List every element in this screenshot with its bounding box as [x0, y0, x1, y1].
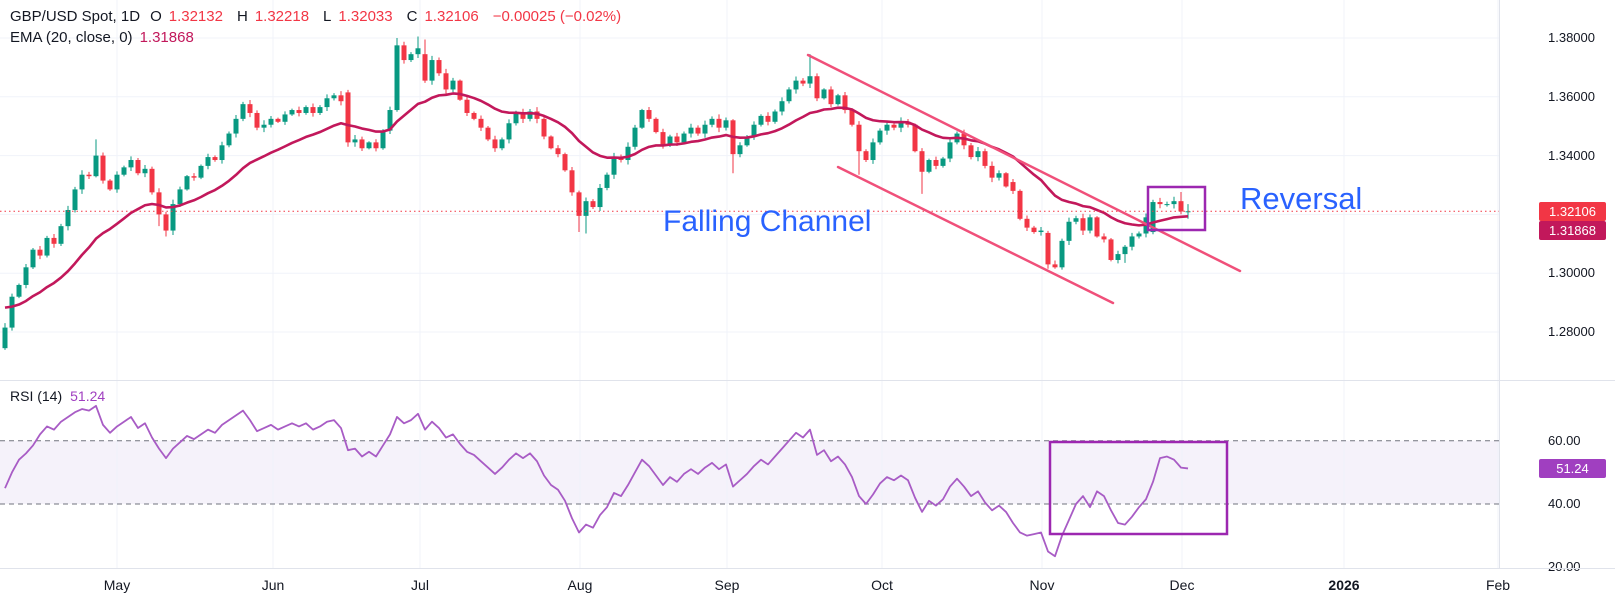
time-axis-label: Jul	[411, 577, 429, 593]
price-grid-layer	[0, 0, 1499, 380]
time-axis[interactable]: May Jun Jul Aug Sep Oct Nov Dec 2026 Feb	[0, 569, 1615, 611]
time-axis-label: Feb	[1485, 577, 1511, 593]
rsi-axis-label: 20.00	[1548, 559, 1581, 575]
price-axis-label: 1.36000	[1548, 88, 1595, 104]
reversal-annotation[interactable]: Reversal	[1240, 181, 1363, 216]
ohlc-high: H 1.32218	[236, 8, 310, 25]
time-axis-label: Nov	[1029, 577, 1055, 593]
rsi-axis-label: 40.00	[1548, 496, 1581, 511]
reversal-box-rsi[interactable]	[1048, 440, 1229, 536]
rsi-indicator-value: 51.24	[70, 388, 106, 404]
price-chart-panel[interactable]	[0, 0, 1499, 380]
time-axis-label: Aug	[567, 577, 593, 593]
time-axis-label: Sep	[714, 577, 740, 593]
ema-indicator-label: EMA (20, close, 0)	[10, 29, 133, 46]
ohlc-open: O 1.32132	[150, 8, 223, 25]
rsi-value-badge: 51.24	[1539, 458, 1606, 478]
rsi-canvas[interactable]	[0, 380, 1499, 568]
rsi-legend: RSI (14) 51.24	[10, 388, 105, 404]
rsi-line[interactable]	[4, 404, 1189, 558]
price-chart-canvas[interactable]	[0, 0, 1499, 380]
time-axis-label: May	[103, 577, 131, 593]
price-axis-label: 1.30000	[1548, 265, 1595, 281]
channel-line-upper[interactable]	[806, 53, 1242, 273]
ema-value-badge: 1.31868	[1539, 221, 1606, 241]
price-axis-label: 1.38000	[1548, 30, 1595, 45]
panel-separator[interactable]	[0, 380, 1615, 381]
price-axis-label: 1.28000	[1548, 324, 1595, 339]
time-axis-label: Jun	[261, 577, 285, 593]
price-axis-label: 1.34000	[1548, 147, 1595, 163]
ema-indicator-value: 1.31868	[139, 29, 194, 46]
price-axis-border	[1499, 0, 1500, 568]
candles-layer	[2, 36, 1191, 350]
symbol-legend: GBP/USD Spot, 1D O 1.32132 H 1.32218 L 1.32033…	[10, 6, 635, 48]
rsi-axis-label: 60.00	[1548, 432, 1581, 448]
ohlc-low: L 1.32033	[323, 8, 393, 25]
last-price-badge: 1.32106	[1539, 201, 1606, 221]
channel-line-lower[interactable]	[836, 165, 1115, 305]
ohlc-close: C 1.32106	[406, 8, 479, 25]
price-change: −0.00025 (−0.02%)	[492, 8, 622, 25]
time-axis-label: 2026	[1328, 577, 1360, 593]
rsi-indicator-label: RSI (14)	[10, 388, 63, 404]
price-axis[interactable]: 1.32106 1.31868 51.24 1.38000 1.36000 1.34…	[1500, 0, 1615, 574]
rsi-panel[interactable]	[0, 380, 1499, 568]
falling-channel-annotation[interactable]: Falling Channel	[663, 205, 872, 238]
time-axis-label: Oct	[871, 577, 893, 593]
time-axis-label: Dec	[1169, 577, 1195, 593]
time-axis-border	[0, 568, 1615, 569]
reversal-box-price[interactable]	[1146, 185, 1207, 232]
symbol-title: GBP/USD Spot, 1D	[10, 8, 141, 25]
